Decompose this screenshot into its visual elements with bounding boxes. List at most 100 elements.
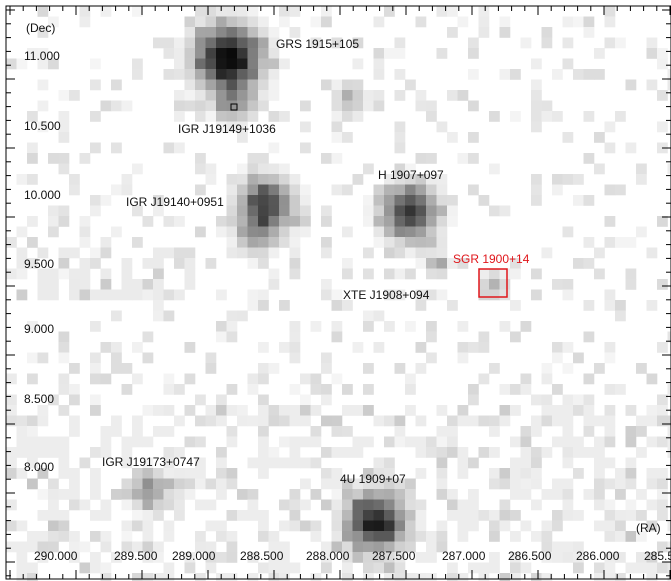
map-pixel <box>436 289 448 301</box>
map-pixel <box>69 174 80 185</box>
map-pixel <box>394 216 406 227</box>
map-pixel <box>142 541 154 553</box>
map-pixel <box>426 111 437 122</box>
map-pixel <box>604 300 616 311</box>
map-pixel <box>258 48 269 59</box>
map-pixel <box>121 531 133 542</box>
map-pixel <box>48 279 59 290</box>
map-pixel <box>216 489 227 500</box>
map-pixel <box>258 520 269 532</box>
map-pixel <box>237 405 248 416</box>
map-pixel <box>510 268 521 280</box>
map-pixel <box>279 226 290 238</box>
source-label-grs-1915: GRS 1915+105 <box>276 37 359 51</box>
map-pixel <box>510 552 521 563</box>
map-pixel <box>247 384 259 395</box>
map-pixel <box>352 100 364 112</box>
map-pixel <box>331 331 343 343</box>
map-pixel <box>615 384 626 395</box>
map-pixel <box>195 394 206 406</box>
map-pixel <box>258 153 269 164</box>
map-pixel <box>258 342 269 353</box>
map-pixel <box>552 279 563 290</box>
map-pixel <box>16 436 28 448</box>
map-pixel <box>258 247 269 259</box>
map-pixel <box>69 489 80 500</box>
map-pixel <box>405 79 416 91</box>
map-pixel <box>583 300 595 311</box>
map-pixel <box>205 58 217 70</box>
map-pixel <box>163 468 175 479</box>
map-pixel <box>258 562 269 574</box>
map-pixel <box>478 289 490 301</box>
sgr-1900-marker[interactable] <box>478 268 508 298</box>
map-pixel <box>268 27 280 38</box>
map-pixel <box>37 489 49 500</box>
map-pixel <box>258 426 269 437</box>
map-pixel <box>583 111 595 122</box>
map-pixel <box>531 174 542 185</box>
map-pixel <box>468 499 479 511</box>
map-pixel <box>562 226 574 238</box>
map-pixel <box>489 111 500 122</box>
map-pixel <box>247 163 259 175</box>
map-pixel <box>289 6 301 17</box>
map-pixel <box>184 100 196 112</box>
map-pixel <box>384 216 395 227</box>
map-pixel <box>48 16 59 28</box>
map-pixel <box>279 457 290 469</box>
map-pixel <box>268 216 280 227</box>
map-pixel <box>562 447 574 458</box>
map-pixel <box>594 447 605 458</box>
map-pixel <box>48 153 59 164</box>
map-pixel <box>531 100 542 112</box>
map-pixel <box>541 111 553 122</box>
map-pixel <box>237 226 248 238</box>
map-pixel <box>510 384 521 395</box>
map-pixel <box>268 90 280 101</box>
map-pixel <box>541 37 553 49</box>
map-pixel <box>636 163 647 175</box>
map-pixel <box>69 531 80 542</box>
map-pixel <box>6 373 17 385</box>
map-pixel <box>279 163 290 175</box>
map-pixel <box>615 520 626 532</box>
map-pixel <box>363 478 374 490</box>
map-pixel <box>667 69 671 80</box>
map-pixel <box>6 499 17 511</box>
map-pixel <box>342 258 353 269</box>
map-pixel <box>405 237 416 248</box>
map-pixel <box>237 16 248 28</box>
map-pixel <box>237 90 248 101</box>
map-pixel <box>216 58 227 70</box>
map-pixel <box>594 132 605 143</box>
map-pixel <box>142 405 154 416</box>
map-pixel <box>205 100 217 112</box>
map-pixel <box>205 37 217 49</box>
map-pixel <box>163 457 175 469</box>
map-pixel <box>289 499 301 511</box>
map-pixel <box>289 321 301 332</box>
map-pixel <box>604 531 616 542</box>
map-pixel <box>352 436 364 448</box>
map-pixel <box>552 405 563 416</box>
map-pixel <box>468 520 479 532</box>
map-pixel <box>100 499 112 511</box>
map-pixel <box>300 478 311 490</box>
y-tick-label: 10.500 <box>24 119 61 133</box>
map-pixel <box>321 237 332 248</box>
map-pixel <box>184 373 196 385</box>
map-pixel <box>279 499 290 511</box>
map-pixel <box>657 405 668 416</box>
map-pixel <box>573 174 584 185</box>
map-pixel <box>583 415 595 427</box>
map-pixel <box>405 436 416 448</box>
map-pixel <box>363 541 374 553</box>
map-pixel <box>6 541 17 553</box>
map-pixel <box>562 363 574 374</box>
map-pixel <box>363 268 374 280</box>
map-pixel <box>289 405 301 416</box>
map-pixel <box>531 111 542 122</box>
map-pixel <box>468 69 479 80</box>
map-pixel <box>363 205 374 217</box>
